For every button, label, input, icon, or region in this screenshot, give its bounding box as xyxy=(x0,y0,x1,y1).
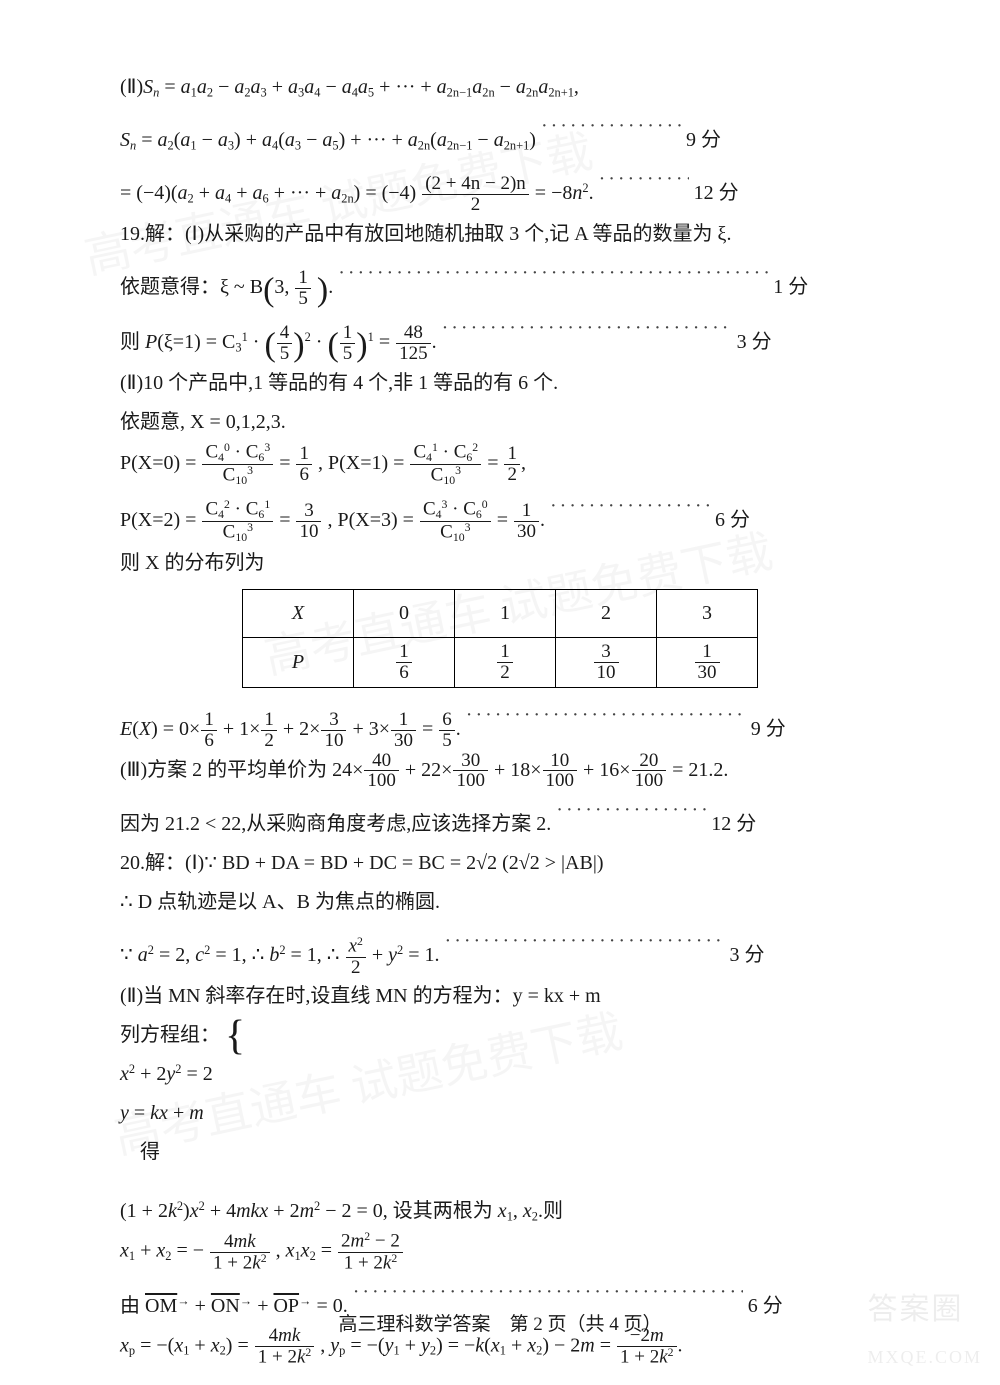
math-line: (Ⅲ)方案 2 的平均单价为 24×40100 + 22×30100 + 18×… xyxy=(120,751,880,792)
table-row: P 16 12 310 130 xyxy=(243,637,758,687)
points-label: 9 分 xyxy=(686,129,721,151)
points-label: 3 分 xyxy=(737,331,772,353)
distribution-table: X 0 1 2 3 P 16 12 310 130 xyxy=(242,589,758,688)
points-label: 9 分 xyxy=(751,718,786,740)
math-line: (Ⅱ)Sn = a1a2 − a2a3 + a3a4 − a4a5 + ··· … xyxy=(120,68,880,107)
dot-leader: ···················· xyxy=(556,791,706,830)
points-label: 1 分 xyxy=(773,276,808,298)
dot-leader: ···················· xyxy=(541,107,681,146)
math-line: (1 + 2k2)x2 + 4mkx + 2m2 − 2 = 0, 设其两根为 … xyxy=(120,1192,880,1231)
dot-leader: ····································· xyxy=(445,922,725,961)
math-line: ∵ a2 = 2, c2 = 1, ∴ b2 = 1, ∴ x22 + y2 =… xyxy=(120,922,880,977)
dot-leader: ····················· xyxy=(550,487,710,526)
math-line: ∴ D 点轨迹是以 A、B 为焦点的椭圆. xyxy=(120,883,880,922)
points-label: 12 分 xyxy=(711,813,756,835)
dot-leader: ············ xyxy=(599,160,689,199)
math-line: 列方程组： { xyxy=(120,1016,880,1055)
math-line: x1 + x2 = − 4mk1 + 2k2 , x1x2 = 2m2 − 21… xyxy=(120,1231,880,1273)
math-line: 20.解：(Ⅰ)∵ BD + DA = BD + DC = BC = 2√2 (… xyxy=(120,844,880,883)
points-label: 6 分 xyxy=(715,509,750,531)
math-line: P(X=2) = C42 · C61C103 = 310 , P(X=3) = … xyxy=(120,487,880,544)
math-line: = (−4)(a2 + a4 + a6 + ··· + a2n) = (−4) … xyxy=(120,160,880,215)
dot-leader: ····································· xyxy=(466,696,746,735)
math-line: E(X) = 0×16 + 1×12 + 2×310 + 3×130 = 65.… xyxy=(120,696,880,751)
math-line: 依题意得：ξ ~ B(3, 15 ). ····················… xyxy=(120,254,880,309)
math-line: (Ⅱ)10 个产品中,1 等品的有 4 个,非 1 等品的有 6 个. xyxy=(120,364,880,403)
page: 高考直通车 试题免费下载 高考直通车 试题免费下载 高考直通车 试题免费下载 (… xyxy=(0,0,1000,1385)
page-footer: 高三理科数学答案 第 2 页（共 4 页） xyxy=(0,1306,1000,1343)
dot-leader: ········································… xyxy=(338,254,768,293)
table-row: X 0 1 2 3 xyxy=(243,589,758,637)
watermark-corner: 答案圈 MXQE.COM xyxy=(867,1281,982,1375)
points-label: 3 分 xyxy=(730,944,765,966)
dot-leader: ······································ xyxy=(442,309,732,348)
equation-system: { xyxy=(225,1020,247,1054)
math-line: (Ⅱ)当 MN 斜率存在时,设直线 MN 的方程为：y = kx + m xyxy=(120,977,880,1016)
math-line: 19.解：(Ⅰ)从采购的产品中有放回地随机抽取 3 个,记 A 等品的数量为 ξ… xyxy=(120,215,880,254)
math-line: 因为 21.2 < 22,从采购商角度考虑,应该选择方案 2. ········… xyxy=(120,791,880,844)
math-line: 则 P(ξ=1) = C31 · (45)2 · (15)1 = 48125. … xyxy=(120,309,880,364)
table-caption: 则 X 的分布列为 xyxy=(120,544,880,583)
math-line: Sn = a2(a1 − a3) + a4(a3 − a5) + ··· + a… xyxy=(120,107,880,160)
math-line: P(X=0) = C40 · C63C103 = 16 , P(X=1) = C… xyxy=(120,442,880,487)
math-line: 依题意, X = 0,1,2,3. xyxy=(120,403,880,442)
points-label: 12 分 xyxy=(694,182,739,204)
